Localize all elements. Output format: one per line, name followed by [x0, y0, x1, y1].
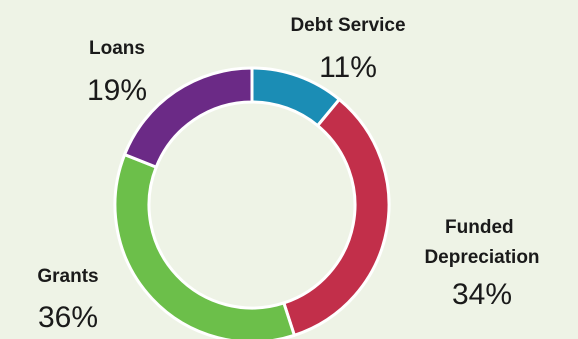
- slice-label-debt-service: Debt Service: [290, 15, 405, 36]
- slice-label-funded-depreciation-line1: Funded: [445, 217, 514, 238]
- slice-value-funded-depreciation: 34%: [452, 278, 512, 311]
- slice-label-loans: Loans: [89, 38, 145, 59]
- slice-value-loans: 19%: [87, 74, 147, 107]
- slice-loans: [123, 66, 254, 169]
- slice-value-grants: 36%: [38, 301, 98, 334]
- slice-label-funded-depreciation-line2: Depreciation: [424, 247, 539, 268]
- donut-slices: [113, 66, 391, 339]
- slice-label-grants: Grants: [37, 266, 98, 287]
- slice-value-debt-service: 11%: [319, 51, 377, 84]
- slice-label-funded-depreciation: Funded Depreciation: [424, 217, 539, 268]
- slice-grants: [113, 153, 296, 339]
- slice-funded-depreciation: [282, 97, 391, 337]
